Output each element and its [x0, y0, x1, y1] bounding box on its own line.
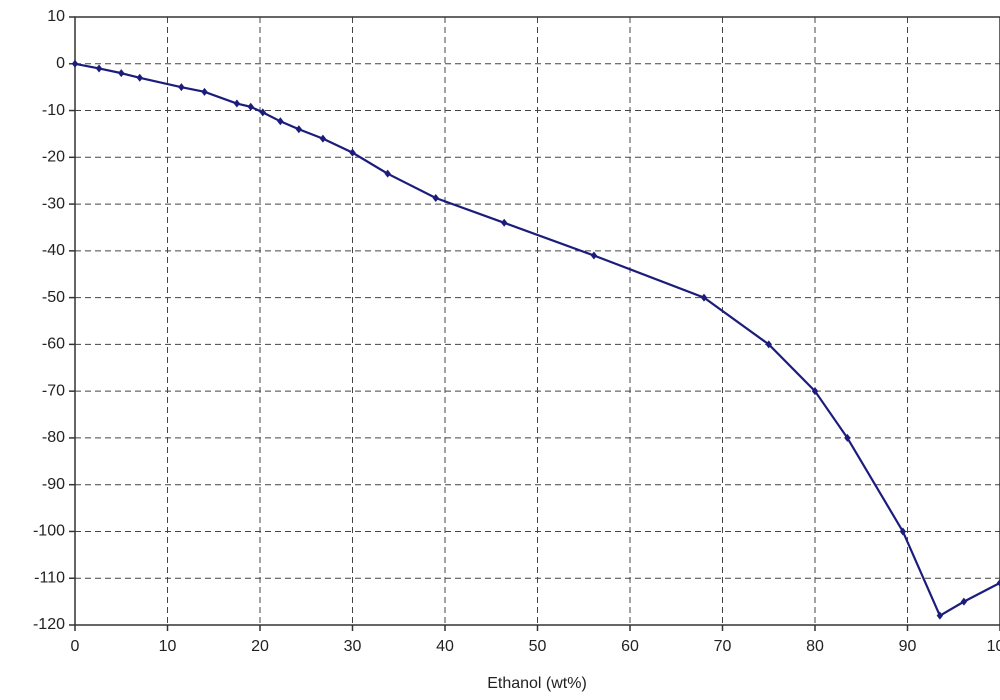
data-marker	[960, 597, 968, 606]
x-tick-label: 100	[987, 638, 1000, 655]
data-marker	[590, 251, 598, 260]
y-tick-label: -90	[42, 476, 65, 493]
y-tick-label: -50	[42, 289, 65, 306]
y-tick-label: -30	[42, 195, 65, 212]
data-marker	[71, 59, 79, 68]
data-marker	[384, 169, 391, 178]
y-tick-label: -70	[42, 382, 65, 399]
x-tick-label: 40	[436, 638, 454, 655]
data-marker	[501, 218, 508, 227]
y-tick-label: -80	[42, 429, 65, 446]
x-tick-label: 60	[621, 638, 639, 655]
y-tick-label: -20	[42, 149, 65, 166]
y-tick-label: -110	[34, 569, 65, 586]
plot-frame	[74, 16, 1000, 626]
x-tick-label: 70	[714, 638, 732, 655]
data-marker	[432, 193, 439, 202]
x-tick-label: 30	[344, 638, 362, 655]
data-marker	[996, 578, 1000, 587]
data-marker	[765, 340, 772, 349]
data-marker	[844, 433, 851, 442]
x-tick-label: 80	[806, 638, 824, 655]
y-tick-label: -120	[33, 616, 65, 633]
data-marker	[178, 83, 185, 92]
data-marker	[319, 134, 327, 143]
data-marker	[233, 99, 241, 108]
y-tick-label: -40	[42, 242, 65, 259]
data-marker	[811, 387, 819, 396]
x-tick-label: 50	[529, 638, 547, 655]
data-marker	[201, 87, 208, 96]
y-tick-label: 10	[47, 8, 65, 25]
data-marker	[247, 102, 254, 111]
x-tick-label: 10	[159, 638, 177, 655]
data-marker	[295, 125, 303, 134]
data-marker	[700, 293, 708, 302]
data-marker	[899, 527, 907, 536]
x-tick-label: 20	[251, 638, 269, 655]
x-tick-label: 0	[71, 638, 80, 655]
data-marker	[277, 117, 284, 126]
y-tick-label: -60	[42, 336, 65, 353]
data-marker	[936, 611, 944, 620]
y-tick-label: 0	[56, 55, 65, 72]
y-tick-label: -100	[33, 523, 65, 540]
data-marker	[118, 69, 125, 78]
data-marker	[259, 108, 266, 117]
data-marker	[136, 73, 143, 82]
x-axis-label: Ethanol (wt%)	[487, 675, 587, 692]
data-marker	[95, 64, 103, 73]
y-tick-label: -10	[42, 102, 65, 119]
data-marker	[349, 148, 356, 157]
x-tick-label: 90	[899, 638, 917, 655]
